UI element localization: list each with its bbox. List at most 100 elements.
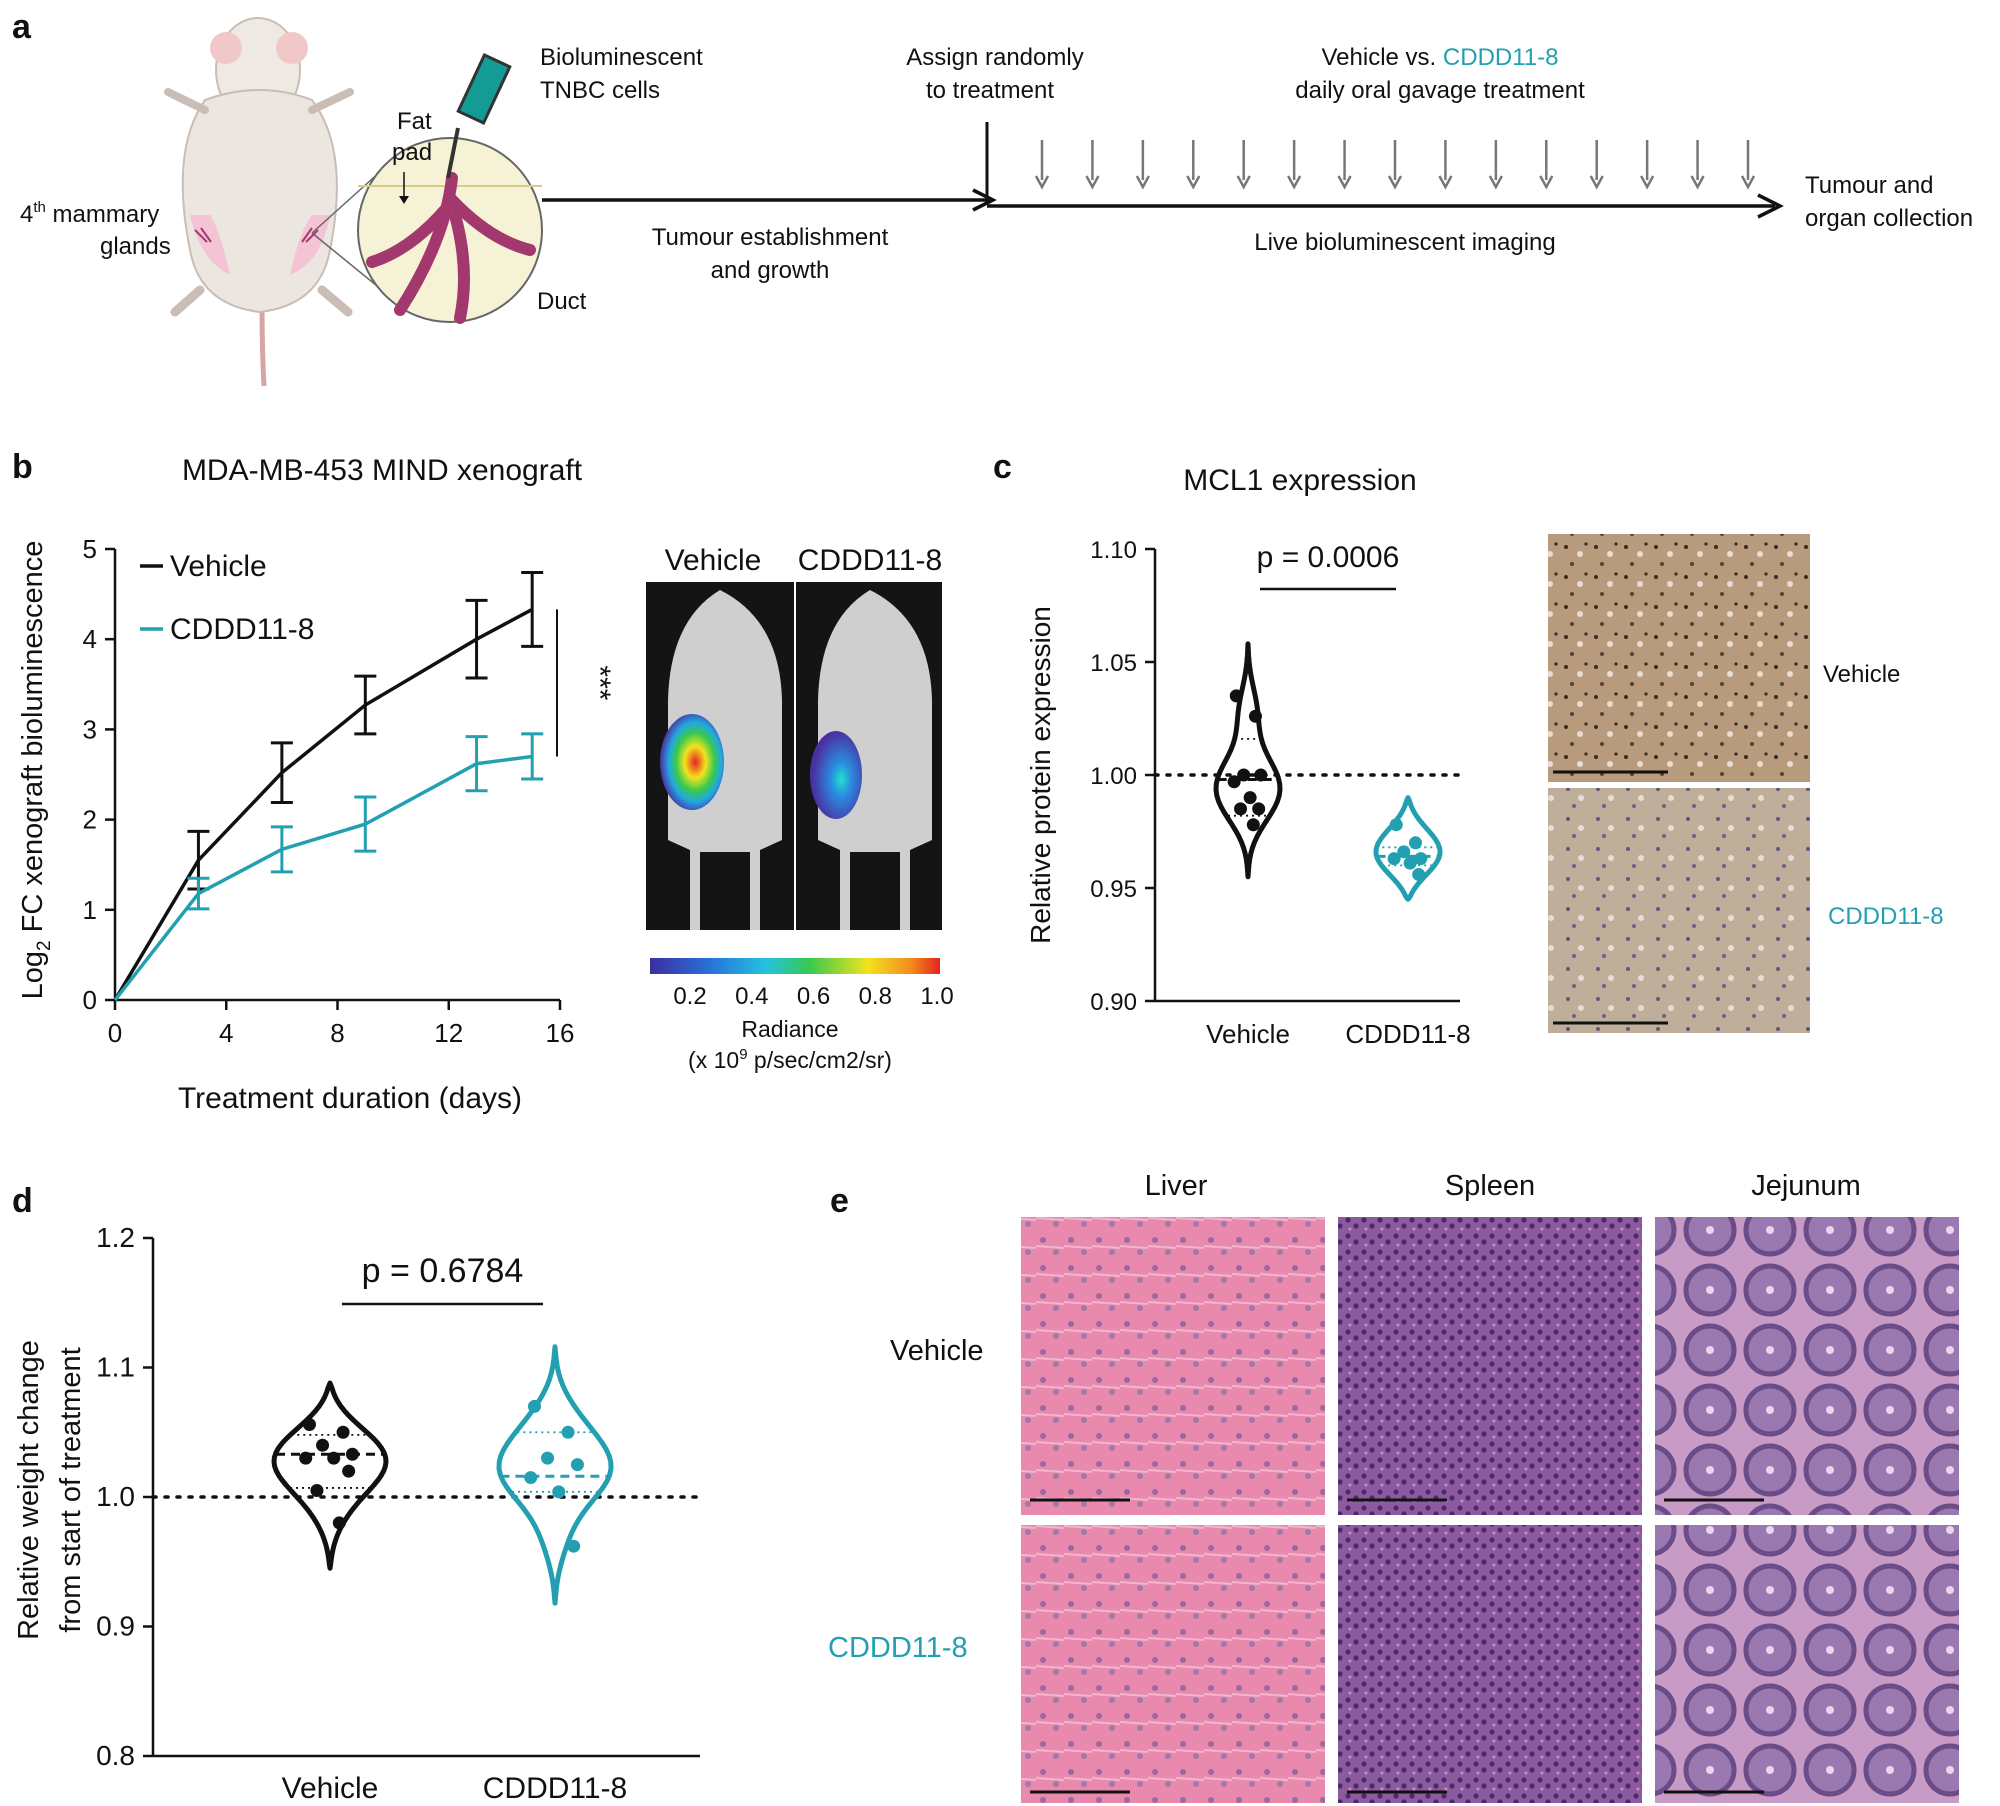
- collection-label-2: organ collection: [1805, 205, 1973, 232]
- histology-column-liver: Liver: [1145, 1170, 1208, 1202]
- panel-c: c MCL1 expression Relative protein expre…: [993, 448, 1944, 1049]
- d-point-CDDD11-8-4: [524, 1471, 538, 1485]
- d-point-Vehicle-0: [302, 1417, 316, 1431]
- he-liver-treated: [1021, 1525, 1325, 1803]
- assign-label-1: Assign randomly: [906, 44, 1083, 71]
- treat-label-2: daily oral gavage treatment: [1295, 77, 1585, 104]
- c-point-Vehicle-3: [1254, 768, 1268, 782]
- he-jejunum-treated: [1655, 1525, 1959, 1803]
- he-jejunum-vehicle: [1655, 1217, 1959, 1515]
- histology-column-spleen: Spleen: [1445, 1170, 1535, 1202]
- dose-arrow-head-9: [1438, 175, 1453, 190]
- panel-d-ylabel-line-2: from start of treatment: [55, 1347, 87, 1632]
- c-pvalue: p = 0.0006: [1257, 541, 1400, 574]
- d-point-CDDD11-8-5: [552, 1485, 566, 1499]
- gland-label-1: mammary: [46, 201, 159, 228]
- b-xtick-4: 4: [219, 1018, 233, 1048]
- d-xtick-Vehicle: Vehicle: [282, 1772, 379, 1805]
- d-pvalue: p = 0.6784: [362, 1252, 524, 1290]
- dose-arrow-head-5: [1236, 175, 1251, 190]
- he-liver-vehicle: [1021, 1217, 1325, 1515]
- c-ytick-0.90: 0.90: [1090, 989, 1137, 1016]
- panel-d-violin-chart: 0.8 0.9 1.0 1.1 1.2 Vehicle CDDD11-8 p = 0.6784: [96, 1222, 702, 1805]
- dose-arrow-head-11: [1539, 175, 1554, 190]
- b-xtick-16: 16: [546, 1018, 575, 1048]
- d-violin-Vehicle: [271, 1380, 389, 1571]
- radiance-label: Radiance: [741, 1016, 838, 1042]
- c-point-Vehicle-4: [1227, 775, 1241, 789]
- duct-label: Duct: [537, 288, 587, 315]
- dose-arrow-head-15: [1740, 175, 1756, 190]
- b-ytick-1: 1: [83, 895, 97, 925]
- c-point-Vehicle-1: [1248, 709, 1262, 723]
- d-point-CDDD11-8-2: [541, 1451, 555, 1465]
- c-point-Vehicle-6: [1252, 802, 1266, 816]
- c-violin-Vehicle: [1213, 641, 1283, 880]
- c-point-CDDD11-8-6: [1412, 867, 1426, 881]
- d-ytick-1.0: 1.0: [96, 1481, 135, 1512]
- dose-arrow-head-12: [1589, 175, 1604, 190]
- panel-e-letter: e: [830, 1182, 849, 1220]
- d-point-Vehicle-5: [327, 1451, 341, 1465]
- radiance-unit: (x 109 p/sec/cm2/sr): [688, 1046, 892, 1073]
- d-ytick-0.9: 0.9: [96, 1611, 135, 1642]
- panel-a-letter: a: [12, 8, 32, 46]
- panel-d-letter: d: [12, 1182, 33, 1220]
- d-ytick-0.8: 0.8: [96, 1740, 135, 1771]
- colorbar-tick-4: 1.0: [920, 983, 953, 1010]
- panel-c-ylabel: Relative protein expression: [1025, 606, 1056, 944]
- histology-row-treated: CDDD11-8: [828, 1632, 968, 1664]
- c-point-CDDD11-8-1: [1408, 836, 1422, 850]
- b-line-Vehicle: [113, 607, 534, 1001]
- c-ytick-1.10: 1.10: [1090, 537, 1137, 564]
- gland-label-num: 4: [20, 201, 33, 228]
- gland-label-sup: th: [33, 199, 46, 216]
- ihc-label-vehicle: Vehicle: [1823, 661, 1900, 688]
- collection-label-1: Tumour and: [1805, 172, 1934, 199]
- cells-label-1: Bioluminescent: [540, 44, 703, 71]
- dose-arrow-head-3: [1135, 175, 1150, 190]
- dose-arrows: [1034, 140, 1756, 190]
- panel-c-letter: c: [993, 448, 1012, 486]
- d-point-CDDD11-8-1: [561, 1425, 575, 1439]
- b-xtick-12: 12: [434, 1018, 463, 1048]
- assign-label-2: to treatment: [926, 77, 1054, 104]
- colorbar-tick-0: 0.2: [673, 983, 706, 1010]
- b-ytick-3: 3: [83, 714, 97, 744]
- panel-e: e Liver Spleen Jejunum Vehicle CDDD11-8: [828, 1170, 1959, 1803]
- c-ytick-1.00: 1.00: [1090, 763, 1137, 790]
- d-point-Vehicle-3: [345, 1447, 359, 1461]
- ihc-image-treated: [1548, 788, 1810, 1033]
- b-ytick-2: 2: [83, 805, 97, 835]
- establish-label-2: and growth: [711, 257, 830, 284]
- c-point-CDDD11-8-5: [1403, 856, 1417, 870]
- colorbar-tick-3: 0.8: [859, 983, 892, 1010]
- dose-arrow-head-8: [1387, 175, 1403, 190]
- bioluminescence-images: [646, 582, 942, 930]
- imaging-label: Live bioluminescent imaging: [1254, 229, 1556, 256]
- image-label-vehicle: Vehicle: [665, 544, 762, 577]
- b-legend-label-Vehicle: Vehicle: [170, 550, 267, 583]
- b-line-CDDD11-8: [113, 754, 533, 1002]
- establish-label-1: Tumour establishment: [652, 224, 889, 251]
- ihc-label-treated: CDDD11-8: [1828, 903, 1944, 930]
- c-point-CDDD11-8-4: [1387, 852, 1401, 866]
- svg-text:Vehicle vs. CDDD11-8: Vehicle vs. CDDD11-8: [1322, 44, 1559, 71]
- d-point-Vehicle-4: [299, 1451, 313, 1465]
- c-xtick-Vehicle: Vehicle: [1206, 1019, 1290, 1049]
- histology-column-jejunum: Jejunum: [1751, 1170, 1861, 1202]
- b-legend-label-CDDD11-8: CDDD11-8: [170, 613, 314, 646]
- panel-b-letter: b: [12, 448, 33, 486]
- panel-c-violin-chart: 0.90 0.95 1.00 1.05 1.10 Vehicle CDDD11-8 p = 0…: [1090, 537, 1470, 1049]
- he-scale-bars: [1030, 1498, 1764, 1794]
- treat-drug-label: CDDD11-8: [1443, 44, 1559, 71]
- fat-pad-label-1: Fat: [397, 108, 432, 135]
- d-point-CDDD11-8-0: [527, 1399, 541, 1413]
- b-ytick-4: 4: [83, 624, 97, 654]
- image-label-treated: CDDD11-8: [798, 544, 942, 577]
- d-point-Vehicle-6: [342, 1464, 356, 1478]
- dose-arrow-head-6: [1287, 175, 1302, 190]
- b-ytick-5: 5: [83, 534, 97, 564]
